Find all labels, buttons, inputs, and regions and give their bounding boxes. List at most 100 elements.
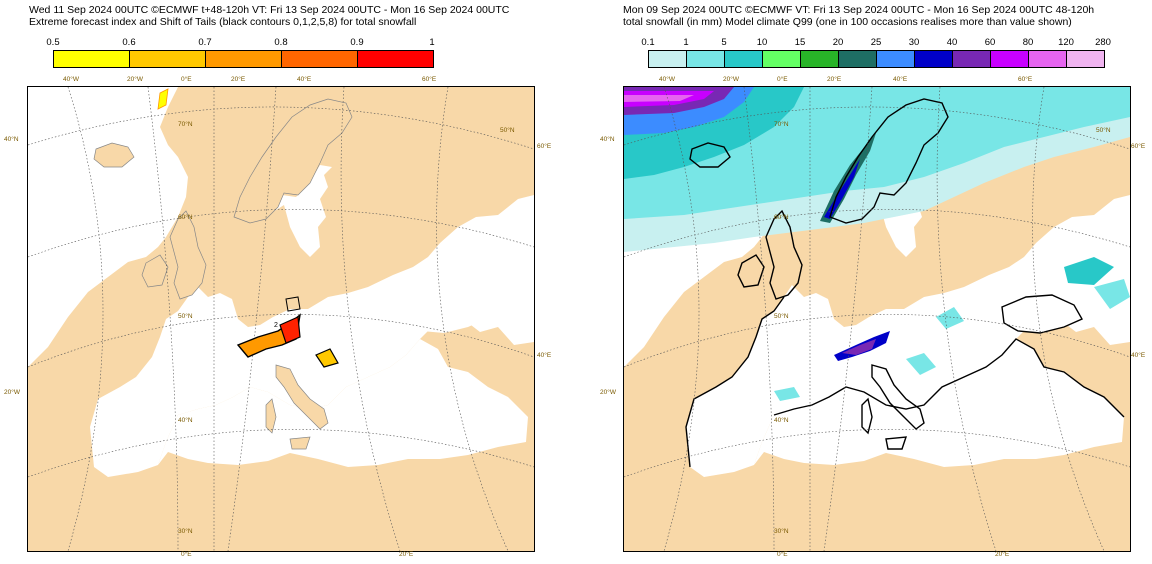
snowfall-shading xyxy=(624,87,1130,401)
right-inner-tick: 60°N xyxy=(774,214,789,221)
left-map: 2 40°W 20°W 0°E 20°E 40°E 60°E xyxy=(27,86,535,552)
legend-swatch xyxy=(915,51,953,67)
left-map-svg: 2 40°W 20°W 0°E 20°E 40°E 60°E xyxy=(28,87,534,551)
left-inner-tick: 30°N xyxy=(178,528,193,535)
legend-swatch xyxy=(801,51,839,67)
left-left-tick: 40°N xyxy=(4,136,19,143)
sea-baltic xyxy=(268,165,332,257)
legend-swatch xyxy=(1067,51,1104,67)
legend-swatch xyxy=(358,51,433,67)
left-left-tick: 20°W xyxy=(4,389,20,396)
right-legend-label: 280 xyxy=(1095,37,1111,48)
land-uk xyxy=(169,210,207,300)
legend-swatch xyxy=(54,51,130,67)
land-corsica-sardinia xyxy=(265,398,277,434)
left-top-tick: 20°E xyxy=(231,76,246,83)
right-legend-label: 20 xyxy=(832,37,844,48)
land-italy xyxy=(275,364,329,430)
left-inner-tick: 50°N xyxy=(178,313,193,320)
left-title-line2: Extreme forecast index and Shift of Tail… xyxy=(29,16,417,28)
graticule xyxy=(624,87,1130,551)
sea-north-atlantic xyxy=(28,87,188,367)
coastlines xyxy=(685,98,1125,468)
left-legend-label: 0.5 xyxy=(46,37,60,48)
left-legend-label: 0.7 xyxy=(198,37,212,48)
left-title-line1: Wed 11 Sep 2024 00UTC ©ECMWF t+48-120h V… xyxy=(29,4,510,16)
right-legend-colorbar xyxy=(648,50,1105,68)
left-bottom-tick: 0°E xyxy=(181,551,192,558)
right-top-tick: 20°W xyxy=(723,76,739,83)
legend-swatch xyxy=(877,51,915,67)
legend-swatch xyxy=(649,51,687,67)
left-legend-label: 1 xyxy=(429,37,435,48)
sea-mediterranean xyxy=(754,339,1124,467)
right-legend-label: 1 xyxy=(683,37,689,48)
right-legend-label: 10 xyxy=(756,37,768,48)
right-right-tick: 60°E xyxy=(1131,143,1146,150)
legend-swatch xyxy=(282,51,358,67)
right-left-tick: 20°W xyxy=(600,389,616,396)
left-top-tick: 0°E xyxy=(181,76,192,83)
right-legend-label: 120 xyxy=(1058,37,1074,48)
sea-mediterranean xyxy=(158,339,528,467)
right-title-line1: Mon 09 Sep 2024 00UTC ©ECMWF VT: Fri 13 … xyxy=(623,4,1095,16)
right-legend-label: 25 xyxy=(870,37,882,48)
left-inner-tick: 50°N xyxy=(500,127,515,134)
right-legend-label: 0.1 xyxy=(641,37,655,48)
legend-swatch xyxy=(1029,51,1067,67)
left-legend-label: 0.8 xyxy=(274,37,288,48)
sea-black xyxy=(406,295,486,333)
right-bottom-tick: 0°E xyxy=(777,551,788,558)
left-top-ticks: 40°W 20°W 0°E 20°E 40°E 60°E xyxy=(27,76,533,88)
land-ireland xyxy=(141,254,169,288)
legend-swatch xyxy=(991,51,1029,67)
right-inner-tick: 70°N xyxy=(774,121,789,128)
legend-swatch xyxy=(763,51,801,67)
right-legend-label: 80 xyxy=(1022,37,1034,48)
efi-alps-patch: 2 xyxy=(157,88,339,368)
sea-caspian xyxy=(512,235,534,317)
left-legend-colorbar xyxy=(53,50,434,68)
right-left-tick: 40°N xyxy=(600,136,615,143)
left-right-tick: 60°E xyxy=(537,143,552,150)
right-inner-tick: 30°N xyxy=(774,528,789,535)
legend-swatch xyxy=(725,51,763,67)
right-inner-tick: 50°N xyxy=(1096,127,1111,134)
right-right-tick: 40°E xyxy=(1131,352,1146,359)
right-map xyxy=(623,86,1131,552)
legend-swatch xyxy=(839,51,877,67)
left-top-tick: 40°E xyxy=(297,76,312,83)
legend-swatch xyxy=(687,51,725,67)
left-inner-tick: 60°N xyxy=(178,214,193,221)
left-top-tick: 60°E xyxy=(422,76,437,83)
right-legend-label: 5 xyxy=(721,37,727,48)
right-inner-tick: 40°N xyxy=(774,417,789,424)
right-legend-label: 15 xyxy=(794,37,806,48)
left-inner-tick: 70°N xyxy=(178,121,193,128)
left-legend-label: 0.9 xyxy=(350,37,364,48)
left-bottom-ticks: 0°E 20°E xyxy=(27,551,533,563)
land-scandinavia xyxy=(233,98,353,224)
left-inner-tick: 40°N xyxy=(178,417,193,424)
legend-swatch xyxy=(206,51,282,67)
legend-swatch xyxy=(130,51,206,67)
right-top-tick: 40°E xyxy=(893,76,908,83)
right-title-line2: total snowfall (in mm) Model climate Q99… xyxy=(623,16,1072,28)
left-bottom-tick: 20°E xyxy=(399,551,414,558)
sot-contour-label: 2 xyxy=(274,322,278,329)
right-top-tick: 20°E xyxy=(827,76,842,83)
right-top-tick: 60°E xyxy=(1018,76,1033,83)
right-top-ticks: 40°W 20°W 0°E 20°E 40°E 60°E xyxy=(623,76,1129,88)
legend-swatch xyxy=(953,51,991,67)
right-bottom-ticks: 0°E 20°E xyxy=(623,551,1129,563)
left-right-tick: 40°E xyxy=(537,352,552,359)
sea-black xyxy=(1002,295,1082,333)
right-inner-tick: 50°N xyxy=(774,313,789,320)
right-legend-label: 40 xyxy=(946,37,958,48)
right-top-tick: 40°W xyxy=(659,76,675,83)
right-map-svg xyxy=(624,87,1130,551)
land-sicily xyxy=(289,436,311,450)
land-iceland xyxy=(93,142,135,168)
left-legend-label: 0.6 xyxy=(122,37,136,48)
left-top-tick: 40°W xyxy=(63,76,79,83)
